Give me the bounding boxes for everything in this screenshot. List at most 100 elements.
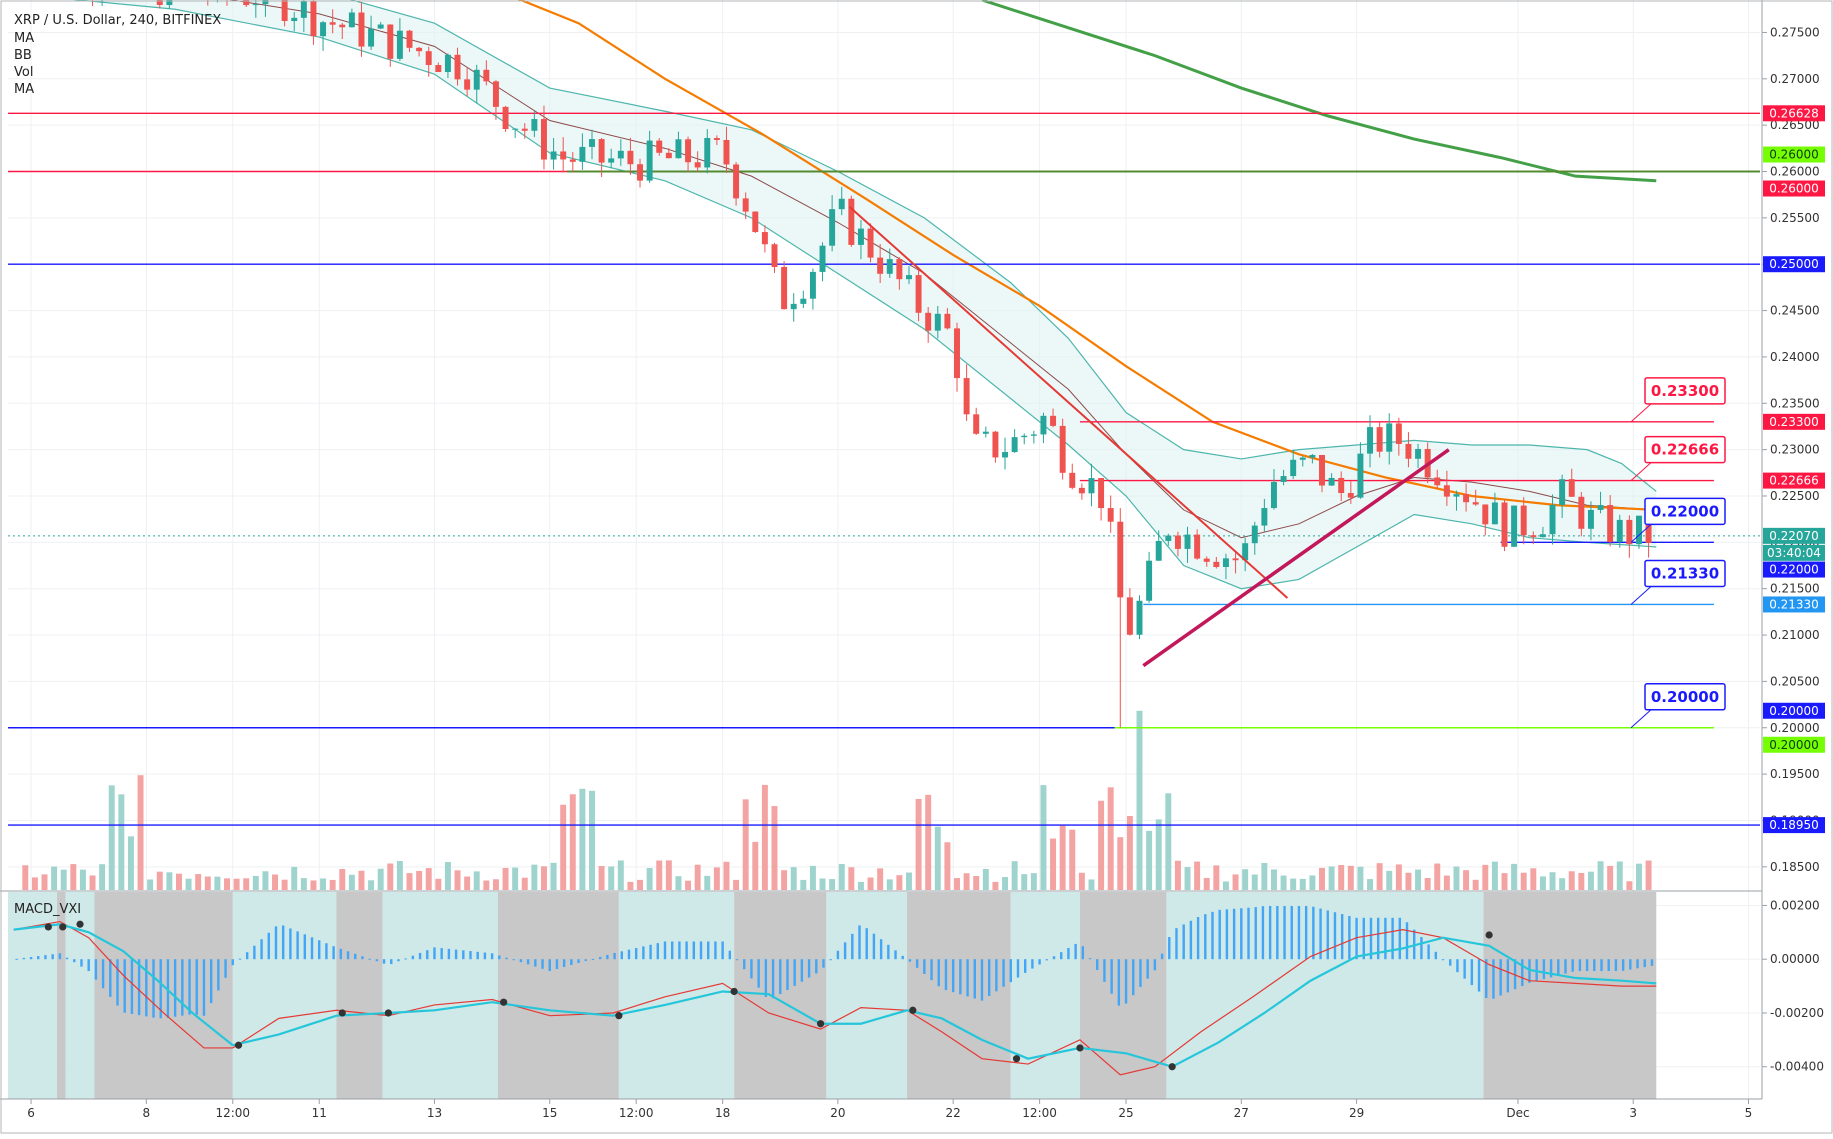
macd-histogram-bar [1247, 907, 1250, 960]
macd-cross-point [615, 1012, 623, 1020]
macd-histogram-bar [930, 959, 933, 981]
horizontal-levels[interactable] [8, 112, 1762, 826]
candle-down [771, 244, 778, 267]
macd-histogram-bar [555, 959, 559, 970]
candle-down [464, 79, 471, 90]
macd-cross-point [500, 998, 508, 1006]
time-tick-label: 12:00 [215, 1106, 250, 1120]
macd-histogram-bar [58, 953, 62, 960]
macd-cross-point [730, 987, 738, 996]
volume-bar [1482, 864, 1489, 890]
volume-bar [896, 875, 903, 890]
candle-up [800, 298, 807, 304]
macd-shade-positive [232, 892, 337, 1099]
callout-label: 0.23300 [1651, 382, 1719, 400]
price-axis-tags: 0.26628 0.26000 0.26000 0.25000 0.23300 0.226… [1763, 105, 1825, 834]
callout-pointer [1630, 523, 1652, 543]
macd-histogram-bar [1477, 959, 1481, 992]
candle-down [1098, 478, 1105, 509]
macd-histogram-bar [570, 959, 573, 965]
macd-histogram-bar [411, 955, 415, 960]
volume-bar [1607, 865, 1614, 890]
macd-histogram-bar [462, 950, 465, 960]
axis-tag-0.22070 [1763, 527, 1825, 544]
time-tick-label: 13 [427, 1106, 442, 1120]
volume-bar [637, 879, 644, 890]
macd-histogram-bar [908, 959, 912, 962]
macd-histogram-bar [915, 959, 919, 968]
candle-up [1251, 525, 1258, 544]
symbol-title: XRP / U.S. Dollar, 240, BITFINEX [14, 13, 221, 28]
macd-histogram-bar [887, 944, 890, 960]
volume-bar [1242, 869, 1249, 890]
macd-histogram-bar [1593, 959, 1596, 972]
macd-histogram-bar [1521, 959, 1524, 987]
candle-down [627, 150, 634, 165]
macd-histogram-bar [656, 943, 659, 960]
candle-up [1549, 504, 1556, 535]
macd-histogram-bar [779, 959, 782, 995]
price-tick-label: 0.23000 [1770, 443, 1820, 457]
candle-up [348, 12, 355, 28]
candle-down [339, 24, 346, 28]
macd-histogram-bar [671, 941, 674, 960]
macd-histogram-bar [1348, 915, 1351, 960]
macd-histogram-bar [224, 959, 227, 978]
macd-shade-positive [382, 892, 498, 1099]
macd-shading [8, 892, 1657, 1099]
macd-histogram-bar [325, 943, 328, 960]
volume-bar [819, 878, 826, 890]
macd-histogram-bar [1578, 959, 1582, 972]
volume-bar [127, 836, 134, 890]
macd-histogram-bar [1060, 952, 1063, 960]
candle-down [1376, 427, 1383, 452]
macd-histogram-bar [1124, 959, 1128, 1004]
macd-histogram-bar [1621, 959, 1625, 971]
volume-bar [1347, 865, 1354, 890]
volume-bar [272, 874, 279, 890]
macd-histogram-bar [231, 959, 234, 966]
macd-histogram-bar [1384, 917, 1387, 960]
macd-histogram-bar [1549, 959, 1553, 978]
trendlines[interactable] [848, 205, 1450, 668]
volume-bar [1165, 793, 1172, 890]
macd-histogram-bar [483, 952, 487, 960]
candle-down [1463, 494, 1470, 503]
volume-bar [1222, 881, 1229, 890]
macd-histogram-bar [37, 956, 40, 960]
volume-bar [473, 871, 480, 890]
macd-histogram-bar [1585, 959, 1589, 972]
candle-up [368, 28, 375, 47]
macd-shade-negative [734, 892, 827, 1099]
macd-histogram-bar [707, 941, 710, 960]
macd-histogram-bar [1427, 944, 1430, 960]
candle-up [886, 259, 893, 274]
candle-up [1597, 505, 1604, 510]
macd-histogram-bar [51, 954, 54, 960]
macd-histogram-bar [418, 952, 422, 960]
volume-bar [396, 861, 403, 890]
macd-histogram-bar [1117, 959, 1121, 1006]
macd-histogram-bar [851, 933, 854, 960]
macd-histogram-bar [1276, 905, 1279, 960]
candle-down [915, 275, 922, 313]
price-callouts[interactable]: 0.23300 0.22666 0.22000 0.21330 0.20000 [1630, 377, 1726, 729]
axis-tag-0.26000 [1763, 146, 1825, 163]
candle-down [954, 328, 960, 379]
macd-histogram-bar [1326, 910, 1329, 960]
price-tick-label: 0.20000 [1770, 721, 1820, 735]
macd-histogram-bar [188, 959, 191, 1015]
macd-histogram-bar [1470, 959, 1474, 986]
volume-bar [1184, 867, 1191, 890]
candle-down [569, 159, 576, 162]
price-tick-label: 0.20500 [1770, 674, 1820, 688]
macd-histogram-bar [490, 953, 494, 960]
volume-bar [867, 877, 874, 890]
macd-histogram-bar [1074, 943, 1077, 960]
macd-line [13, 920, 1657, 1076]
macd-histogram-bar [29, 956, 33, 960]
volume-bar [79, 869, 86, 890]
axis-tag-0.22666 [1763, 472, 1825, 489]
